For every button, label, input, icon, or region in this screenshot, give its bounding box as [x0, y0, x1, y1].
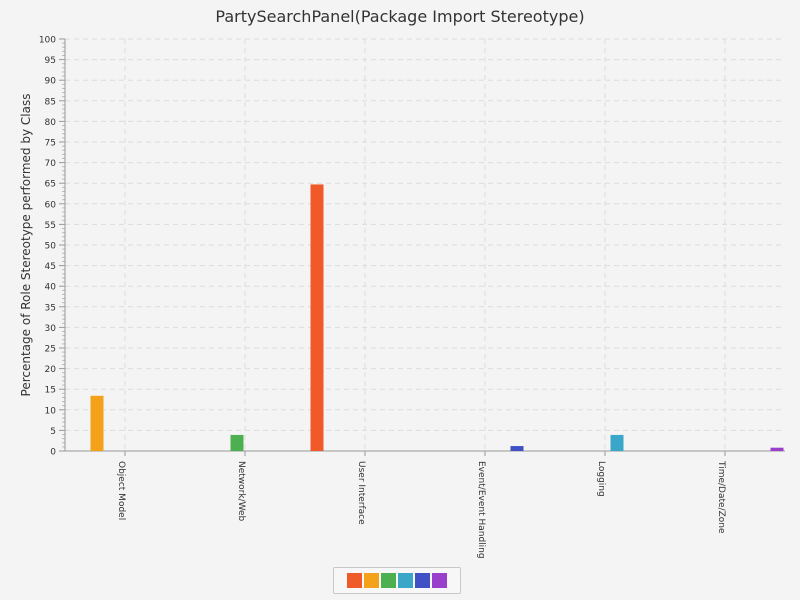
y-tick-label: 70 [45, 159, 57, 169]
legend [333, 567, 461, 594]
chart-title: PartySearchPanel(Package Import Stereoty… [215, 7, 585, 26]
x-tick-label: Time/Date/Zone [716, 460, 726, 534]
y-tick-label: 25 [45, 345, 56, 355]
y-tick-label: 50 [45, 242, 57, 252]
y-tick-label: 60 [45, 200, 57, 210]
bar-object-model [90, 395, 104, 451]
y-tick-label: 90 [45, 77, 57, 87]
y-tick-label: 95 [45, 56, 56, 66]
y-tick-label: 75 [45, 139, 56, 149]
y-tick-label: 35 [45, 303, 56, 313]
y-tick-label: 0 [50, 448, 56, 458]
y-tick-label: 65 [45, 180, 56, 190]
y-tick-label: 30 [45, 324, 57, 334]
y-tick-label: 20 [45, 365, 57, 375]
legend-swatch [398, 573, 413, 588]
legend-swatch [364, 573, 379, 588]
y-tick-label: 100 [39, 36, 56, 46]
x-tick-label: Network/Web [236, 461, 246, 522]
y-tick-label: 5 [50, 427, 56, 437]
legend-swatch [381, 573, 396, 588]
y-tick-label: 55 [45, 221, 56, 231]
y-tick-label: 10 [45, 406, 57, 416]
legend-swatch [347, 573, 362, 588]
x-tick-label: Event/Event Handling [476, 461, 486, 559]
y-tick-label: 15 [45, 386, 56, 396]
legend-swatch [415, 573, 430, 588]
bar-network-web [230, 434, 244, 451]
axis-layer: 0 5 10 15 20 25 30 35 40 45 50 55 60 65 70 75 80 85 90 95 10… [39, 36, 785, 559]
x-tick-label: Logging [596, 461, 606, 497]
y-axis-label: Percentage of Role Stereotype performed … [19, 94, 33, 397]
x-tick-label: User Interface [356, 461, 366, 525]
y-tick-label: 40 [45, 283, 57, 293]
bar-user-interface [310, 184, 324, 451]
y-tick-label: 45 [45, 262, 56, 272]
y-tick-label: 85 [45, 97, 56, 107]
bar-event-event-handling [510, 446, 524, 451]
grid-layer [65, 38, 785, 451]
bar-layer [90, 184, 784, 451]
legend-swatch [432, 573, 447, 588]
bar-time-date-zone [770, 447, 784, 451]
y-tick-label: 80 [45, 118, 57, 128]
bar-logging [610, 434, 624, 451]
x-tick-label: Object Model [116, 461, 126, 520]
